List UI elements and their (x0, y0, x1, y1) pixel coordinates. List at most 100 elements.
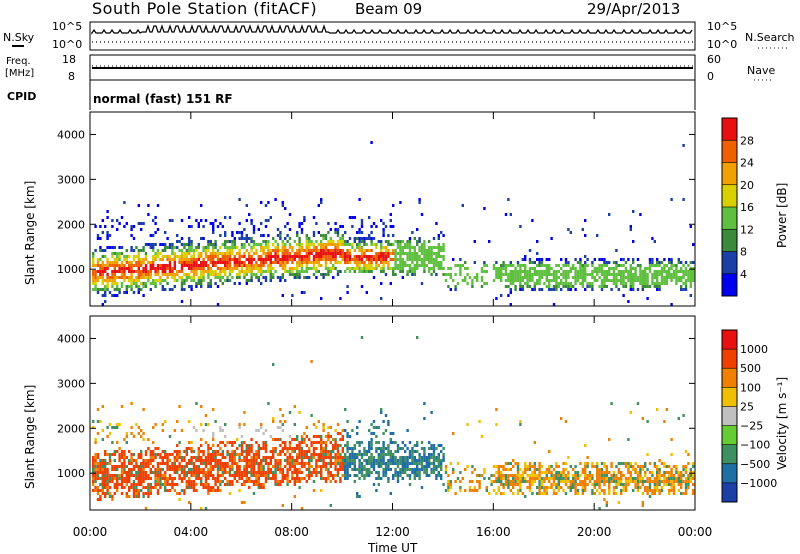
velocity-pixel (454, 480, 457, 483)
velocity-pixel (584, 486, 587, 489)
velocity-pixel (120, 453, 124, 456)
power-pixel (250, 279, 253, 282)
power-pixel (135, 246, 138, 249)
velocity-pixel (336, 444, 340, 447)
velocity-pixel (221, 468, 224, 471)
velocity-pixel (125, 483, 128, 486)
velocity-pixel (375, 435, 378, 438)
velocity-pixel (574, 471, 577, 474)
velocity-pixel (312, 468, 316, 471)
power-pixel (634, 267, 637, 270)
velocity-pixel (574, 474, 577, 477)
velocity-pixel (140, 480, 143, 483)
velocity-pixel (377, 474, 380, 477)
velocity-pixel (432, 447, 436, 450)
velocity-pixel (370, 438, 373, 441)
power-pixel (118, 222, 121, 225)
velocity-pixel (492, 480, 496, 483)
power-pixel (387, 234, 390, 237)
velocity-pixel (137, 456, 140, 459)
power-pixel (442, 234, 445, 237)
power-pixel (680, 276, 683, 279)
power-pixel (137, 222, 140, 225)
velocity-pixel (173, 456, 176, 459)
velocity-pixel (574, 480, 577, 483)
power-pixel (154, 231, 157, 234)
velocity-pixel (248, 462, 251, 465)
power-pixel (459, 264, 462, 267)
power-pixel (272, 261, 275, 264)
power-pixel (692, 261, 695, 264)
power-colorbar-tick-label: 4 (740, 268, 747, 281)
velocity-pixel (545, 468, 548, 471)
velocity-pixel (140, 462, 143, 465)
power-pixel (171, 267, 174, 270)
power-pixel (272, 249, 275, 252)
velocity-pixel (92, 489, 95, 492)
power-pixel (281, 243, 284, 246)
velocity-pixel (293, 495, 296, 498)
power-pixel (94, 273, 97, 276)
velocity-pixel (212, 450, 215, 453)
power-pixel (142, 249, 145, 252)
power-pixel (418, 201, 421, 204)
velocity-pixel (300, 462, 304, 465)
power-pixel (528, 285, 532, 288)
power-pixel (375, 267, 378, 270)
velocity-pixel (677, 480, 680, 483)
power-pixel (281, 249, 284, 252)
velocity-pixel (315, 426, 318, 429)
power-pixel (279, 261, 282, 264)
power-pixel (296, 264, 299, 267)
power-pixel (188, 237, 191, 240)
power-pixel (516, 276, 520, 279)
velocity-pixel (497, 471, 500, 474)
power-pixel (663, 270, 666, 273)
velocity-pixel (226, 453, 229, 456)
power-pixel (188, 249, 191, 252)
power-pixel (166, 258, 169, 261)
velocity-pixel (617, 468, 620, 471)
velocity-pixel (238, 444, 241, 447)
velocity-pixel (576, 489, 580, 492)
velocity-pixel (656, 477, 659, 480)
power-pixel (665, 276, 668, 279)
power-pixel (204, 249, 208, 252)
power-pixel (317, 231, 320, 234)
power-pixel (519, 288, 522, 291)
power-pixel (120, 267, 124, 270)
velocity-pixel (130, 471, 133, 474)
power-pixel (418, 246, 421, 249)
power-pixel (132, 225, 136, 228)
velocity-pixel (272, 456, 275, 459)
velocity-pixel (528, 480, 532, 483)
power-pixel (308, 276, 311, 279)
power-pixel (125, 276, 128, 279)
velocity-pixel (564, 480, 568, 483)
velocity-pixel (207, 462, 210, 465)
velocity-pixel (245, 456, 248, 459)
power-pixel (197, 282, 200, 285)
power-pixel (226, 240, 229, 243)
power-pixel (284, 225, 287, 228)
velocity-pixel (216, 486, 220, 489)
velocity-pixel (627, 468, 630, 471)
nsky-panel: N.Sky 10^5 10^0 10^5 10^0 N.Search (3, 20, 795, 51)
power-pixel (574, 276, 577, 279)
power-pixel (500, 267, 503, 270)
velocity-pixel (512, 483, 515, 486)
velocity-pixel (336, 468, 340, 471)
velocity-pixel (144, 462, 148, 465)
power-pixel (308, 237, 311, 240)
velocity-pixel (404, 471, 407, 474)
power-pixel (624, 276, 628, 279)
velocity-pixel (356, 456, 359, 459)
velocity-pixel (132, 468, 136, 471)
power-pixel (108, 234, 112, 237)
power-pixel (262, 252, 265, 255)
power-pixel (497, 273, 500, 276)
velocity-pixel (99, 483, 102, 486)
velocity-pixel (428, 441, 431, 444)
power-pixel (188, 252, 191, 255)
